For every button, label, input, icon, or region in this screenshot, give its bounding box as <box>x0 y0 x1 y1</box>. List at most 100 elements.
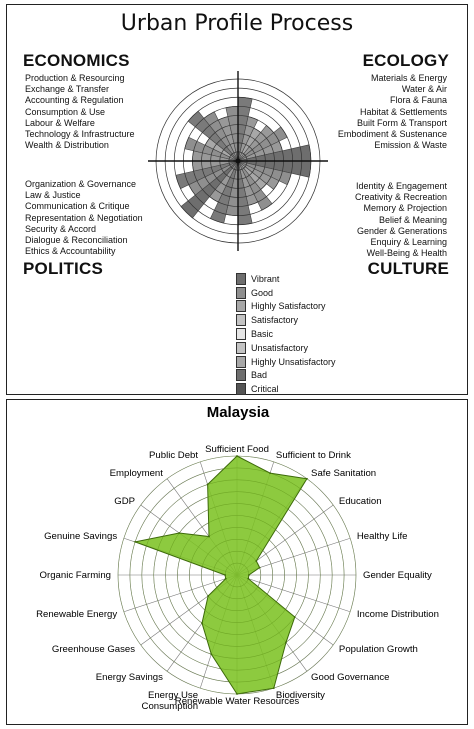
urban-profile-panel: Urban Profile Process ECONOMICS ECOLOGY … <box>6 4 468 396</box>
legend-label: Unsatisfactory <box>251 342 309 353</box>
ecology-item: Embodiment & Sustenance <box>337 129 447 140</box>
culture-item: Belief & Meaning <box>378 214 447 225</box>
legend-swatch <box>236 286 246 299</box>
radar-axis-label: Biodiversity <box>276 690 325 701</box>
legend-label: Highly Satisfactory <box>251 301 326 312</box>
radar-grid-overlay <box>213 551 261 599</box>
legend-label: Satisfactory <box>251 315 299 326</box>
radar-grid-overlay <box>129 467 345 683</box>
radar-point <box>248 574 250 576</box>
politics-item: Organization & Governance <box>25 179 137 189</box>
legend-entry: Unsatisfactory <box>236 341 336 355</box>
politics-item: Law & Justice <box>25 190 81 201</box>
radar-axis-label: Genuine Savings <box>44 531 117 542</box>
legend-label: Bad <box>251 370 268 381</box>
radar-point <box>134 541 137 543</box>
radar-axis-label: Energy Use Consumption <box>142 690 199 712</box>
politics-heading: POLITICS <box>23 259 103 278</box>
politics-list: Organization & Governance Law & Justice Co… <box>25 179 143 257</box>
legend-swatch <box>236 369 246 382</box>
radar-axis-label: Employment <box>110 468 164 479</box>
radar-axis-label: GDP <box>114 496 135 507</box>
politics-item: Communication & Critique <box>25 201 130 212</box>
radar-grid-overlay <box>189 527 285 623</box>
radar-point <box>293 616 296 618</box>
politics-item: Representation & Negotiation <box>25 212 143 223</box>
radar-grid-overlay <box>177 515 297 635</box>
urban-profile-circle <box>148 71 328 251</box>
radar-axis-label: Good Governance <box>311 672 389 683</box>
economics-item: Consumption & Use <box>25 106 106 117</box>
radar-axis-label: Education <box>339 496 382 507</box>
legend-swatch <box>236 314 246 327</box>
radar-point <box>258 566 261 569</box>
culture-list: Identity & Engagement Creativity & Recrea… <box>355 181 447 259</box>
economics-list: Production & Resourcing Exchange & Transf… <box>25 73 135 151</box>
legend-label: Highly Unsatisfactory <box>251 356 336 367</box>
radar-axis-label: Income Distribution <box>357 609 439 620</box>
economics-item: Accounting & Regulation <box>25 95 124 106</box>
legend-entry: Bad <box>236 369 336 383</box>
radar-axis-label: Population Growth <box>339 644 418 655</box>
ecology-heading: ECOLOGY <box>362 51 449 70</box>
profile-center-dot <box>235 158 241 164</box>
legend-entry: Satisfactory <box>236 313 336 327</box>
legend-swatch <box>236 300 246 313</box>
radar-point <box>208 535 210 538</box>
legend-swatch <box>236 341 246 354</box>
legend-entry: Good <box>236 286 336 300</box>
radar-point <box>178 532 181 534</box>
legend-entry: Vibrant <box>236 272 336 286</box>
radar-axis-label: Greenhouse Gases <box>52 644 135 655</box>
legend-entry: Critical <box>236 382 336 396</box>
legend-label: Vibrant <box>251 273 280 284</box>
legend-swatch <box>236 383 246 396</box>
radar-axis-label: Sufficient to Drink <box>276 450 351 461</box>
ecology-list: Materials & Energy Water & Air Flora & Fau… <box>338 73 447 151</box>
radar-axis-label: Safe Sanitation <box>311 468 376 479</box>
radar-axis-label: Energy Savings <box>96 672 163 683</box>
ecology-item: Emission & Waste <box>374 140 447 151</box>
economics-item: Labour & Welfare <box>25 117 95 128</box>
culture-item: Well-Being & Health <box>366 248 447 259</box>
radar-grid-overlay <box>165 503 309 647</box>
politics-item: Ethics & Accountability <box>25 246 116 257</box>
legend-label: Critical <box>251 384 279 395</box>
culture-item: Identity & Engagement <box>355 181 447 191</box>
radar-axis-label: Renewable Energy <box>36 609 117 620</box>
ecology-item: Water & Air <box>401 84 447 95</box>
radar-axis-label-line: Consumption <box>142 701 199 712</box>
legend-swatch <box>236 328 246 341</box>
profile-title: Urban Profile Process <box>120 11 354 36</box>
culture-heading: CULTURE <box>367 259 449 278</box>
malaysia-title: Malaysia <box>207 404 270 421</box>
culture-item: Enquiry & Learning <box>370 237 447 248</box>
economics-item: Production & Resourcing <box>25 73 125 83</box>
radar-point <box>255 560 258 562</box>
radar-point <box>272 687 275 690</box>
radar-grid-overlay <box>141 479 333 671</box>
legend-entry: Basic <box>236 327 336 341</box>
radar-point <box>207 595 210 597</box>
politics-item: Dialogue & Reconciliation <box>25 235 128 246</box>
radar-point <box>285 641 287 644</box>
legend-swatch <box>236 272 246 285</box>
legend-label: Good <box>251 287 274 298</box>
radar-point <box>224 577 227 580</box>
radar-point <box>236 455 238 457</box>
economics-item: Exchange & Transfer <box>25 84 110 95</box>
economics-item: Wealth & Distribution <box>25 140 109 151</box>
politics-item: Security & Accord <box>25 223 97 234</box>
radar-axis-label-line: Energy Use <box>148 690 198 701</box>
culture-item: Gender & Generations <box>356 225 447 236</box>
radar-point <box>201 622 203 625</box>
radar-axis-label: Sufficient Food <box>205 444 269 455</box>
radar-grid-overlay <box>201 539 273 611</box>
radar-point <box>247 577 250 580</box>
economics-heading: ECONOMICS <box>23 51 130 70</box>
culture-item: Memory & Projection <box>363 203 447 214</box>
radar-grid-overlay <box>153 491 321 659</box>
ecology-item: Flora & Fauna <box>389 95 447 106</box>
radar-point <box>210 653 213 656</box>
radar-point <box>306 477 308 480</box>
